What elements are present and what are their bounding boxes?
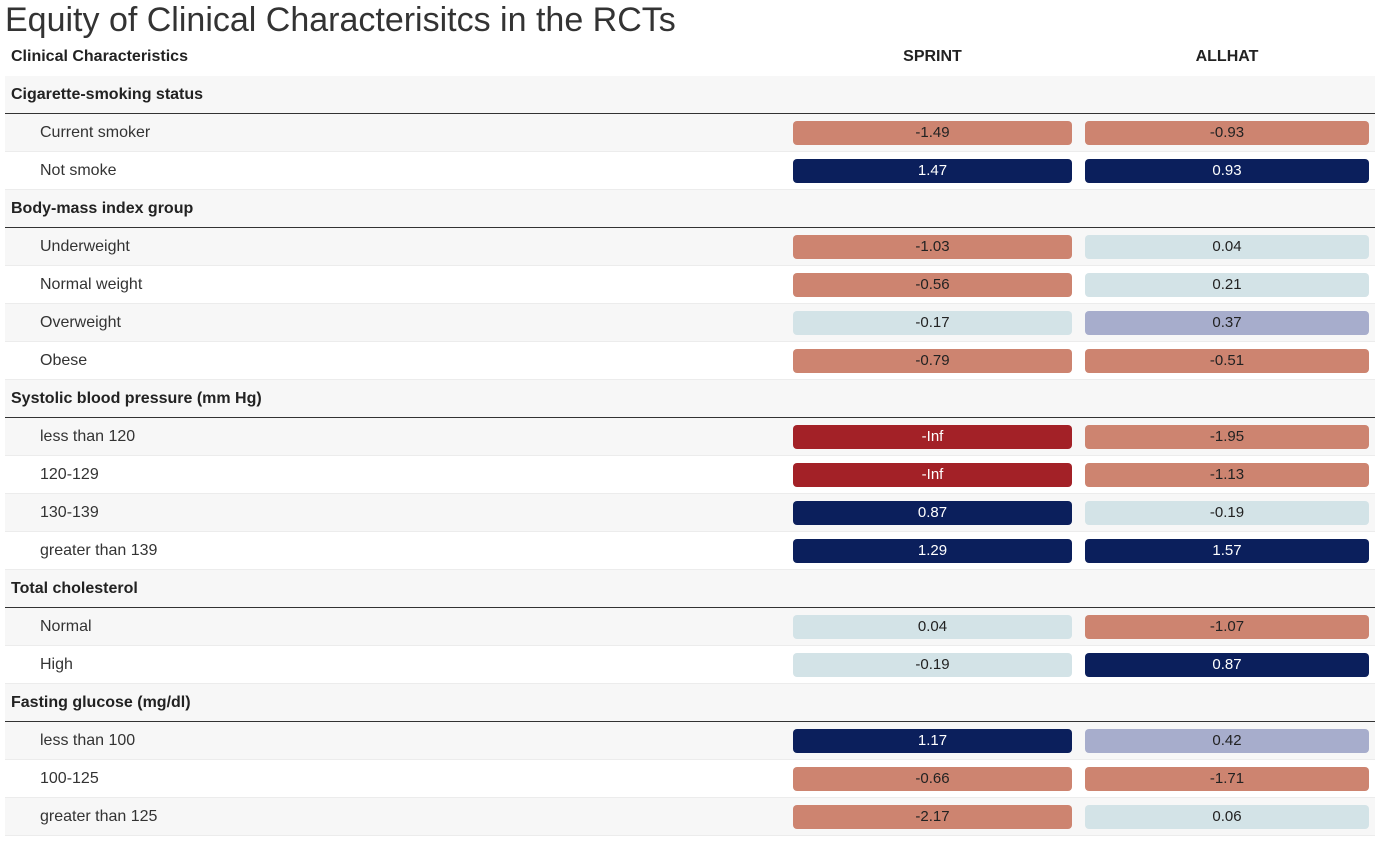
value-cell-allhat: 0.04 (1085, 235, 1369, 259)
row-label: 100-125 (40, 770, 99, 787)
group-label: Fasting glucose (mg/dl) (11, 694, 191, 711)
row-label: less than 100 (40, 732, 136, 749)
group-label: Total cholesterol (11, 580, 138, 597)
table-row: High -0.19 0.87 (5, 646, 1375, 684)
row-label: Overweight (40, 314, 121, 331)
value-cell-sprint: -1.03 (793, 235, 1072, 259)
value-cell-allhat: -0.93 (1085, 121, 1369, 145)
row-label: 130-139 (40, 504, 99, 521)
value-cell-allhat: 1.57 (1085, 539, 1369, 563)
value-cell-sprint: 1.17 (793, 729, 1072, 753)
value-cell-allhat: 0.21 (1085, 273, 1369, 297)
value-cell-allhat: -1.95 (1085, 425, 1369, 449)
value-cell-allhat: 0.93 (1085, 159, 1369, 183)
table-row: Current smoker -1.49 -0.93 (5, 114, 1375, 152)
table-header-row: Clinical Characteristics SPRINT ALLHAT (5, 38, 1375, 76)
column-header-sprint[interactable]: SPRINT (903, 48, 962, 65)
table-row: Normal weight -0.56 0.21 (5, 266, 1375, 304)
row-label: greater than 125 (40, 808, 158, 825)
group-label: Systolic blood pressure (mm Hg) (11, 390, 262, 407)
value-cell-sprint: -0.66 (793, 767, 1072, 791)
row-label: Not smoke (40, 162, 117, 179)
group-header-cigarette-smoking-status: Cigarette-smoking status (5, 76, 1375, 114)
row-label: less than 120 (40, 428, 136, 445)
table-row: Overweight -0.17 0.37 (5, 304, 1375, 342)
group-header-total-cholesterol: Total cholesterol (5, 570, 1375, 608)
value-cell-sprint: -0.56 (793, 273, 1072, 297)
row-label: Underweight (40, 238, 130, 255)
row-label: Current smoker (40, 124, 151, 141)
row-label: Obese (40, 352, 88, 369)
value-cell-allhat: 0.06 (1085, 805, 1369, 829)
group-label: Body-mass index group (11, 200, 194, 217)
value-cell-sprint: -1.49 (793, 121, 1072, 145)
value-cell-sprint: -0.19 (793, 653, 1072, 677)
table-row: Obese -0.79 -0.51 (5, 342, 1375, 380)
table-row: 120-129 -Inf -1.13 (5, 456, 1375, 494)
value-cell-sprint: -0.79 (793, 349, 1072, 373)
page-title: Equity of Clinical Characterisitcs in th… (5, 1, 676, 39)
value-cell-sprint: -0.17 (793, 311, 1072, 335)
value-cell-allhat: -0.19 (1085, 501, 1369, 525)
value-cell-sprint: 1.47 (793, 159, 1072, 183)
value-cell-sprint: 0.87 (793, 501, 1072, 525)
table-row: greater than 139 1.29 1.57 (5, 532, 1375, 570)
row-label: Normal (40, 618, 92, 635)
group-header-body-mass-index-group: Body-mass index group (5, 190, 1375, 228)
value-cell-allhat: 0.42 (1085, 729, 1369, 753)
value-cell-allhat: -1.13 (1085, 463, 1369, 487)
value-cell-allhat: 0.87 (1085, 653, 1369, 677)
table-row: Not smoke 1.47 0.93 (5, 152, 1375, 190)
row-label: greater than 139 (40, 542, 158, 559)
header-label: Clinical Characteristics (11, 48, 188, 65)
value-cell-allhat: -0.51 (1085, 349, 1369, 373)
table-row: less than 120 -Inf -1.95 (5, 418, 1375, 456)
value-cell-sprint: -Inf (793, 425, 1072, 449)
value-cell-allhat: -1.71 (1085, 767, 1369, 791)
value-cell-sprint: 1.29 (793, 539, 1072, 563)
value-cell-sprint: -2.17 (793, 805, 1072, 829)
value-cell-sprint: 0.04 (793, 615, 1072, 639)
group-header-systolic-blood-pressure-mm-hg: Systolic blood pressure (mm Hg) (5, 380, 1375, 418)
group-label: Cigarette-smoking status (11, 86, 204, 103)
row-label: High (40, 656, 73, 673)
row-label: Normal weight (40, 276, 143, 293)
table-row: 130-139 0.87 -0.19 (5, 494, 1375, 532)
equity-table: Clinical Characteristics SPRINT ALLHAT C… (5, 38, 1375, 836)
row-label: 120-129 (40, 466, 99, 483)
table-row: less than 100 1.17 0.42 (5, 722, 1375, 760)
value-cell-sprint: -Inf (793, 463, 1072, 487)
column-header-allhat[interactable]: ALLHAT (1195, 48, 1259, 65)
table-row: greater than 125 -2.17 0.06 (5, 798, 1375, 836)
table-row: Underweight -1.03 0.04 (5, 228, 1375, 266)
value-cell-allhat: 0.37 (1085, 311, 1369, 335)
table-row: Normal 0.04 -1.07 (5, 608, 1375, 646)
group-header-fasting-glucose-mg-dl: Fasting glucose (mg/dl) (5, 684, 1375, 722)
table-row: 100-125 -0.66 -1.71 (5, 760, 1375, 798)
value-cell-allhat: -1.07 (1085, 615, 1369, 639)
